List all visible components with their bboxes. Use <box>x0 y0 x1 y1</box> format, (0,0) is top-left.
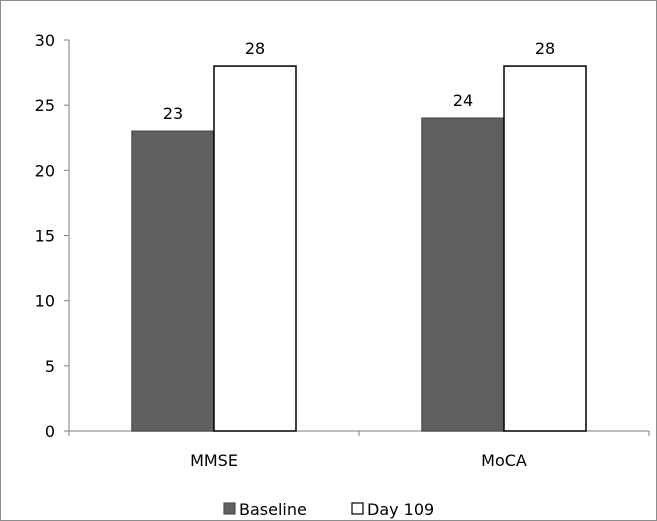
y-tick-label: 15 <box>35 227 55 246</box>
bar-day-109-moca <box>503 65 587 432</box>
data-label: 23 <box>163 104 183 123</box>
data-label: 28 <box>535 39 555 58</box>
bars <box>131 65 587 432</box>
y-tick-label: 30 <box>35 31 55 50</box>
data-label: 28 <box>245 39 265 58</box>
legend: Baseline Day 109 <box>223 500 434 519</box>
bar-baseline-moca <box>421 117 505 432</box>
x-category-label: MMSE <box>190 451 238 470</box>
y-tick-label: 10 <box>35 292 55 311</box>
x-axis: MMSE MoCA <box>68 430 650 470</box>
legend-swatch <box>351 502 364 515</box>
legend-swatch <box>223 502 236 515</box>
y-axis: 0 5 10 15 20 25 30 <box>35 31 70 441</box>
y-tick-label: 5 <box>45 357 55 376</box>
bar-baseline-mmse <box>131 130 215 432</box>
legend-label: Baseline <box>239 500 307 519</box>
legend-label: Day 109 <box>367 500 434 519</box>
y-tick-label: 0 <box>45 422 55 441</box>
data-label: 24 <box>453 91 473 110</box>
bar-day-109-mmse <box>213 65 297 432</box>
y-tick-label: 25 <box>35 96 55 115</box>
x-category-label: MoCA <box>481 451 527 470</box>
data-labels: 23 28 24 28 <box>163 39 555 123</box>
y-tick-label: 20 <box>35 161 55 180</box>
